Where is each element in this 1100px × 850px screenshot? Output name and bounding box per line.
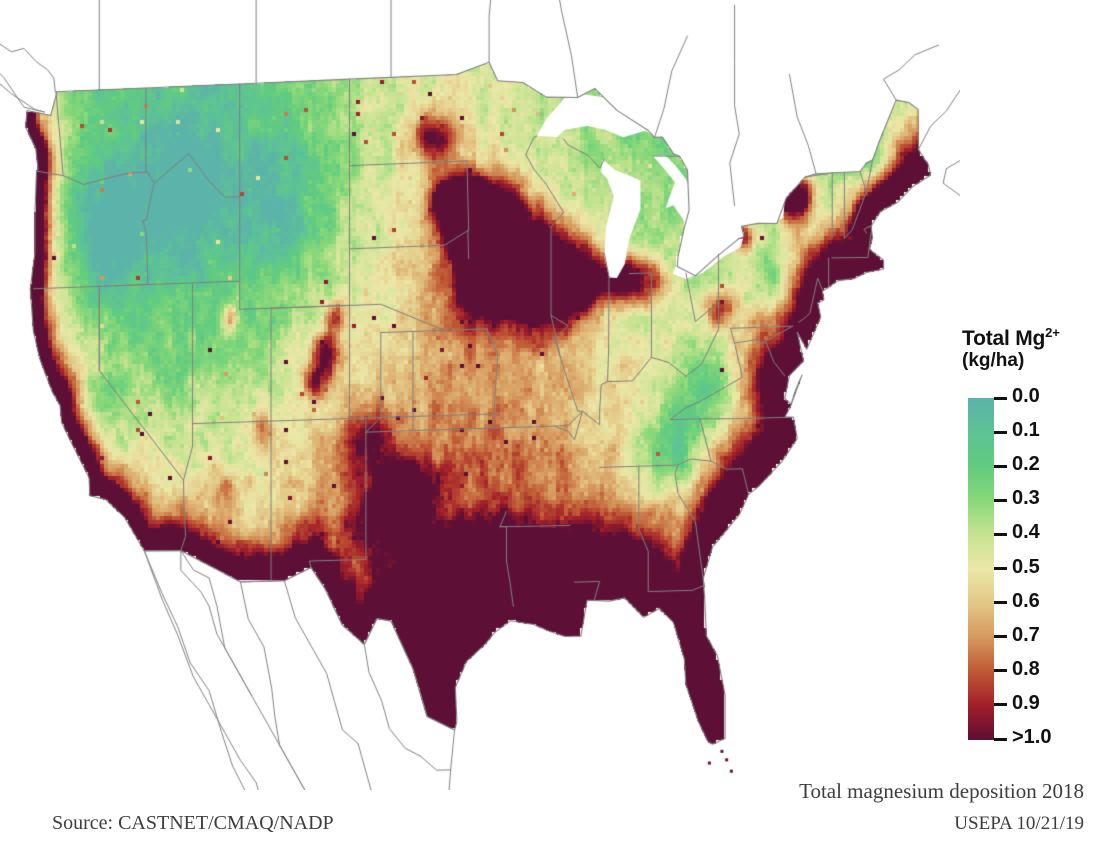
colorbar-tick-label: 0.2: [1012, 453, 1040, 476]
legend-title-superscript: 2+: [1045, 325, 1060, 340]
colorbar-gradient: [968, 398, 994, 740]
colorbar-tick-label: 0.4: [1012, 521, 1040, 544]
colorbar-tick-label: 0.7: [1012, 623, 1040, 646]
colorbar-tick-mark: [994, 703, 1007, 707]
colorbar-tick-mark: [994, 635, 1007, 639]
figure-agency-caption: USEPA 10/21/19: [954, 813, 1084, 834]
map-raster-area: [0, 0, 960, 790]
colorbar-tick-mark: [994, 464, 1007, 468]
legend-units-label: (kg/ha): [962, 349, 1025, 371]
colorbar-tick-mark: [994, 532, 1007, 536]
figure-title-caption: Total magnesium deposition 2018: [799, 779, 1084, 803]
colorbar-tick-mark: [994, 669, 1007, 673]
legend-title: Total Mg2+: [962, 325, 1100, 351]
colorbar-tick-mark: [994, 737, 1007, 741]
colorbar-tick-label: 0.0: [1012, 385, 1040, 407]
colorbar-tick-mark: [994, 567, 1007, 570]
legend-title-text: Total Mg: [962, 327, 1046, 350]
colorbar-tick-label: 0.3: [1012, 487, 1040, 510]
deposition-raster-canvas: [0, 0, 960, 790]
colorbar-legend: Total Mg2+ (kg/ha) 0.0 0.1 0.2 0.3 0.4 0.5 0.6…: [962, 325, 1100, 756]
colorbar-tick-mark: [994, 430, 1007, 434]
colorbar-tick-mark: [994, 498, 1007, 502]
colorbar-tick-mark: [994, 601, 1007, 605]
figure-source-caption: Source: CASTNET/CMAQ/NADP: [52, 812, 334, 834]
colorbar-tick-label: 0.8: [1012, 657, 1040, 680]
colorbar-tick-label: 0.6: [1012, 589, 1040, 612]
colorbar-ticks: 0.0 0.1 0.2 0.3 0.4 0.5 0.6 0.7 0.8 0.9 >1.0: [994, 386, 1100, 747]
colorbar-tick-label: 0.1: [1012, 419, 1040, 442]
colorbar-tick-label: 0.5: [1012, 555, 1040, 578]
colorbar-tick-label: 0.9: [1012, 691, 1040, 714]
colorbar-tick-mark: [994, 396, 1007, 400]
colorbar-block: 0.0 0.1 0.2 0.3 0.4 0.5 0.6 0.7 0.8 0.9 >1.0: [968, 386, 1100, 747]
colorbar-tick-label: >1.0: [1012, 726, 1052, 748]
